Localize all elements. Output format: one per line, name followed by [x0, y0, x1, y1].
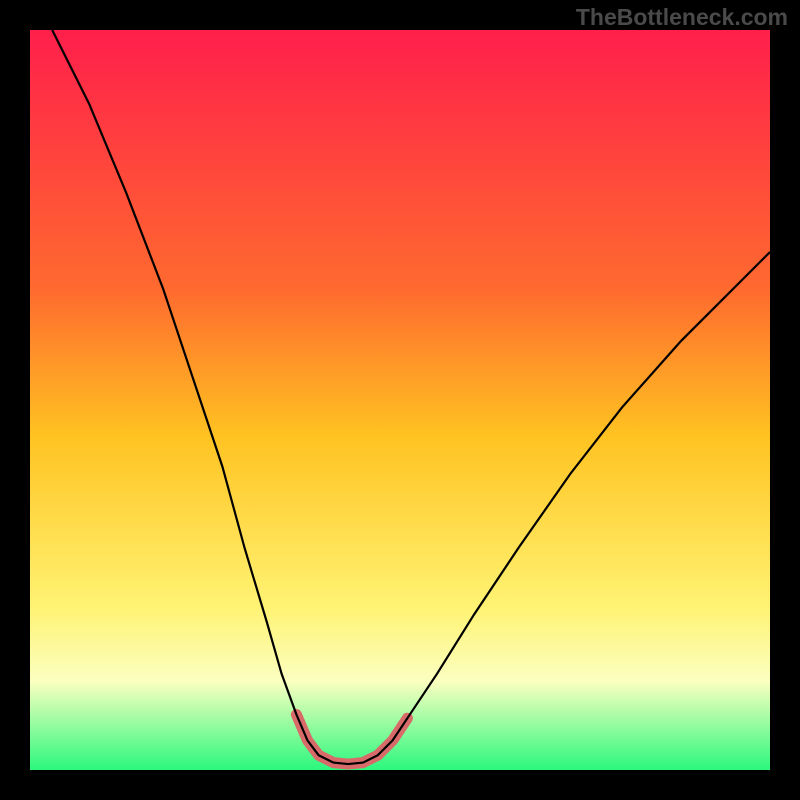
trough-highlight	[296, 715, 407, 765]
main-curve	[52, 30, 770, 764]
watermark-text: TheBottleneck.com	[576, 4, 788, 31]
curve-layer	[0, 0, 800, 800]
